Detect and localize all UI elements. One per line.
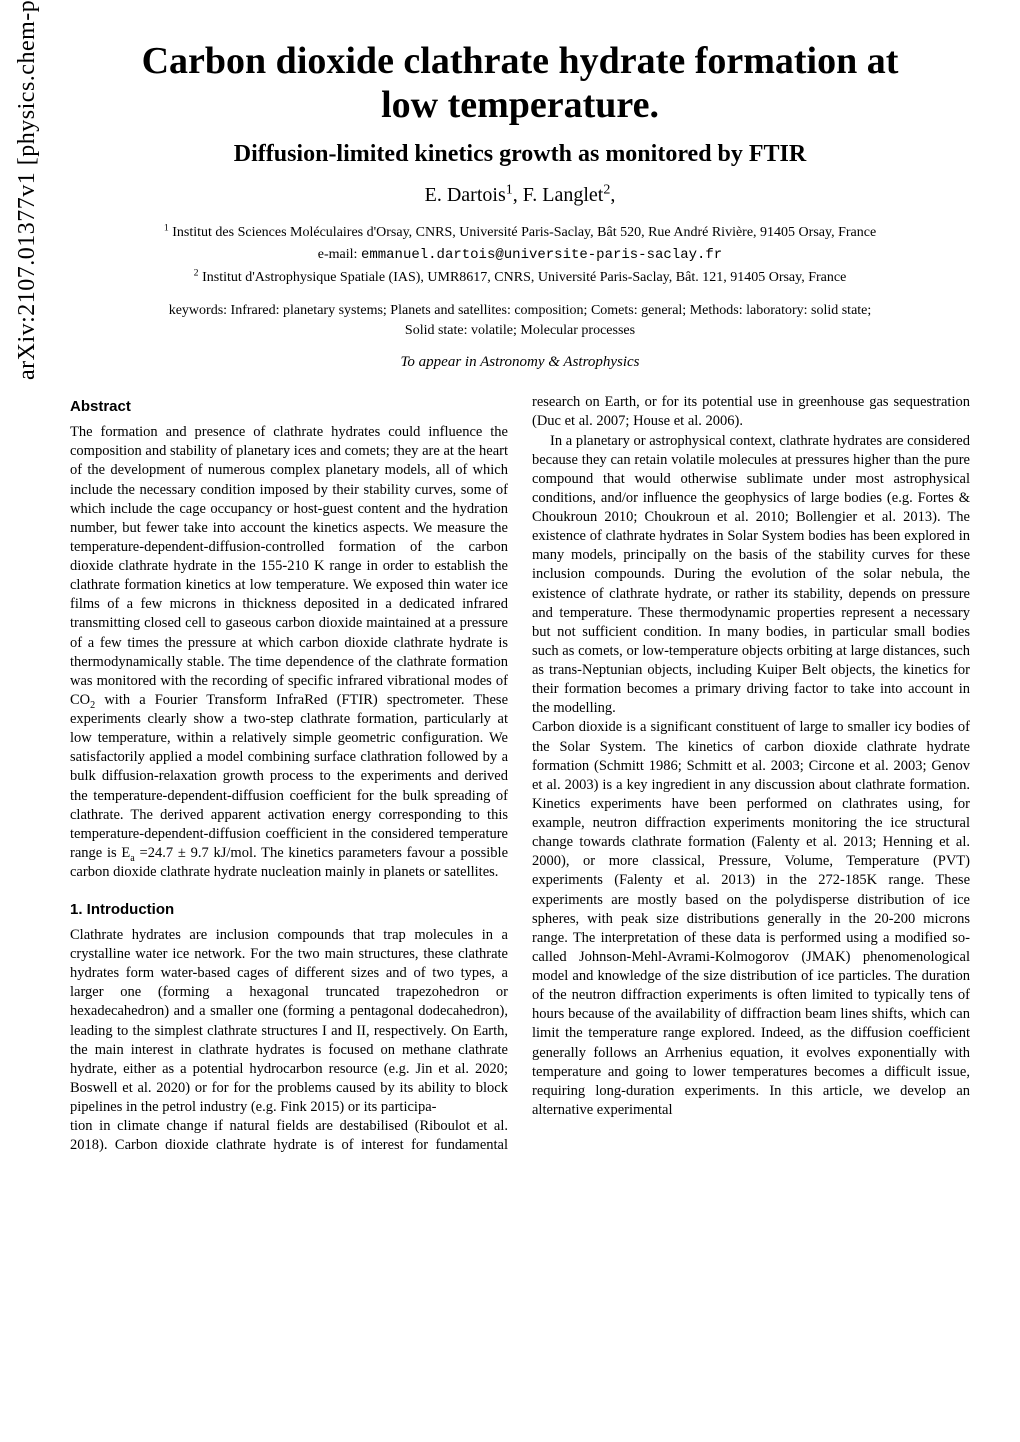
keywords: keywords: Infrared: planetary systems; P…	[70, 301, 970, 340]
intro-heading: 1. Introduction	[70, 900, 508, 920]
affiliation-2: 2 Institut d'Astrophysique Spatiale (IAS…	[70, 268, 970, 288]
paper-page: Carbon dioxide clathrate hydrate formati…	[0, 0, 1020, 1185]
affiliation-email: e-mail: emmanuel.dartois@universite-pari…	[70, 245, 970, 266]
paper-subtitle: Diffusion-limited kinetics growth as mon…	[70, 141, 970, 168]
intro-paragraph-1: Clathrate hydrates are inclusion compoun…	[70, 926, 508, 1117]
body-two-column: Abstract The formation and presence of c…	[70, 393, 970, 1155]
arxiv-stamp: arXiv:2107.01377v1 [physics.chem-ph] 3 J…	[14, 0, 41, 380]
abstract-text: The formation and presence of clathrate …	[70, 423, 508, 882]
author-email: emmanuel.dartois@universite-paris-saclay…	[361, 247, 722, 263]
appear-in-journal: To appear in Astronomy & Astrophysics	[70, 354, 970, 371]
email-label: e-mail:	[318, 247, 361, 262]
affiliation-1: 1 Institut des Sciences Moléculaires d'O…	[70, 223, 970, 243]
keywords-line-1: keywords: Infrared: planetary systems; P…	[169, 303, 872, 318]
title-line-1: Carbon dioxide clathrate hydrate formati…	[142, 40, 899, 82]
keywords-line-2: Solid state: volatile; Molecular process…	[405, 323, 635, 338]
title-line-2: low temperature.	[381, 84, 659, 126]
paper-title: Carbon dioxide clathrate hydrate formati…	[70, 40, 970, 127]
intro-paragraph-right-2: In a planetary or astrophysical context,…	[532, 432, 970, 719]
paper-authors: E. Dartois1, F. Langlet2,	[70, 184, 970, 207]
abstract-heading: Abstract	[70, 397, 508, 417]
intro-paragraph-right-3: Carbon dioxide is a significant constitu…	[532, 718, 970, 1120]
